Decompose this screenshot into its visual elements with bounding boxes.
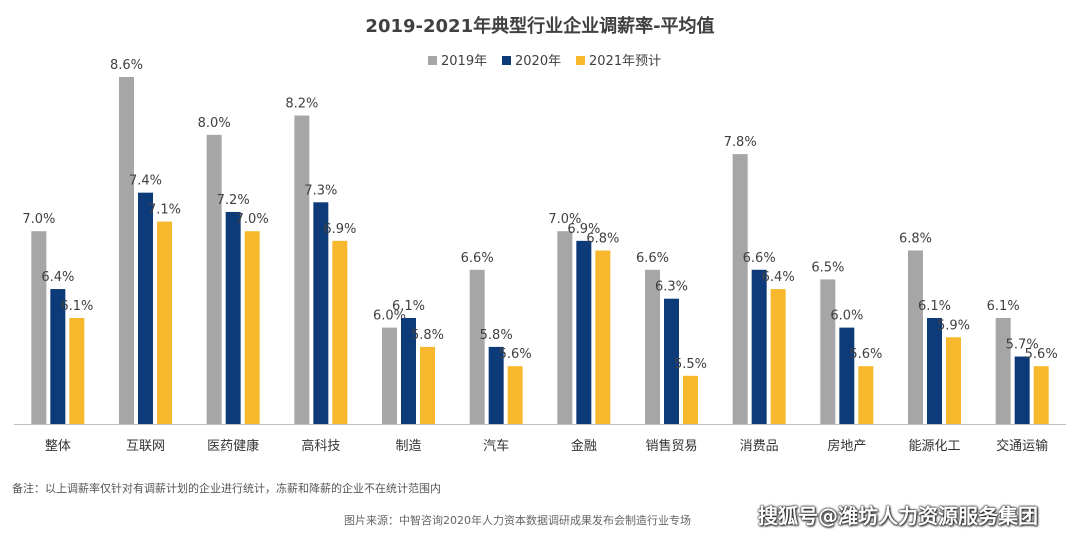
bar-5-2 (401, 317, 416, 424)
bar-8-2 (664, 298, 679, 424)
footnote: 备注：以上调薪率仅针对有调薪计划的企业进行统计，冻薪和降薪的企业不在统计范围内 (12, 482, 441, 495)
bar-11-2 (927, 317, 942, 424)
category-label-4: 高科技 (301, 438, 340, 454)
value-label-9-1: 7.8% (724, 135, 757, 150)
value-label-11-1: 6.8% (899, 232, 932, 247)
bar-8-3 (683, 375, 698, 424)
bar-10-1 (820, 279, 836, 424)
bar-6-2 (488, 346, 504, 424)
category-label-5: 制造 (395, 439, 421, 454)
bar-12-1 (995, 317, 1011, 424)
category-label-9: 消费品 (740, 439, 779, 454)
value-label-7-3: 6.8% (586, 232, 619, 247)
bar-4-1 (294, 115, 310, 425)
value-label-8-3: 5.5% (674, 357, 707, 372)
chart-title: 2019-2021年典型行业企业调薪率-平均值 (365, 15, 714, 37)
bar-10-2 (839, 327, 855, 424)
value-label-6-2: 5.8% (480, 328, 513, 343)
value-label-12-1: 6.1% (987, 299, 1020, 314)
bar-1-3 (69, 317, 85, 424)
category-label-10: 房地产 (827, 438, 866, 454)
bar-8-1 (645, 269, 660, 424)
legend-label-2: 2020年 (515, 54, 561, 69)
category-label-8: 销售贸易 (645, 438, 697, 454)
value-label-10-3: 5.6% (849, 347, 882, 362)
value-label-12-2: 5.7% (1006, 338, 1039, 353)
bar-4-3 (332, 240, 348, 424)
value-label-11-2: 6.1% (918, 299, 951, 314)
value-label-1-3: 6.1% (60, 299, 93, 314)
bar-3-1 (206, 134, 222, 425)
value-label-2-1: 8.6% (110, 58, 143, 73)
value-label-4-2: 7.3% (304, 183, 337, 198)
value-label-4-3: 6.9% (323, 222, 356, 237)
category-label-6: 汽车 (483, 438, 509, 454)
value-label-2-3: 7.1% (148, 203, 181, 218)
value-label-3-1: 8.0% (198, 116, 231, 131)
bar-11-1 (908, 250, 923, 424)
bar-7-2 (576, 240, 592, 424)
legend-swatch-2 (502, 56, 511, 65)
bar-10-3 (858, 366, 874, 424)
bar-4-2 (313, 202, 329, 424)
value-label-1-2: 6.4% (41, 270, 74, 285)
category-label-12: 交通运输 (996, 438, 1048, 454)
bar-9-2 (751, 269, 767, 424)
value-label-12-3: 5.6% (1025, 347, 1058, 362)
category-label-1: 整体 (45, 439, 71, 454)
bar-12-2 (1014, 356, 1030, 424)
source-caption: 图片来源：中智咨询2020年人力资本数据调研成果发布会制造行业专场 (344, 514, 691, 527)
bar-9-3 (770, 289, 786, 424)
value-label-2-2: 7.4% (129, 174, 162, 189)
value-label-11-3: 5.9% (937, 318, 970, 333)
value-label-8-2: 6.3% (655, 280, 688, 295)
bar-11-3 (946, 337, 961, 424)
category-label-3: 医药健康 (207, 438, 259, 454)
bar-2-1 (119, 77, 134, 424)
value-label-7-1: 7.0% (548, 212, 581, 227)
value-label-5-2: 6.1% (392, 299, 425, 314)
bar-2-3 (157, 221, 172, 424)
bar-12-3 (1033, 366, 1049, 424)
bar-5-3 (420, 346, 435, 424)
bar-5-1 (382, 327, 397, 424)
legend-label-1: 2019年 (441, 54, 487, 69)
bar-3-3 (244, 231, 260, 424)
category-label-2: 互联网 (126, 439, 165, 454)
bar-chart: 2019-2021年典型行业企业调薪率-平均值 2019年 2020年 2021年预计… (14, 15, 1066, 454)
bar-6-3 (507, 366, 523, 424)
category-label-11: 能源化工 (908, 439, 960, 454)
value-label-5-1: 6.0% (373, 309, 406, 324)
value-label-6-3: 5.6% (499, 347, 532, 362)
bar-6-1 (469, 269, 485, 424)
value-label-5-3: 5.8% (411, 328, 444, 343)
bar-9-1 (732, 154, 748, 424)
bar-7-3 (595, 250, 611, 424)
value-label-9-3: 6.4% (762, 270, 795, 285)
value-label-6-1: 6.6% (461, 251, 494, 266)
value-label-1-1: 7.0% (22, 212, 55, 227)
legend-swatch-3 (576, 56, 585, 65)
bar-7-1 (557, 231, 573, 424)
value-label-9-2: 6.6% (743, 251, 776, 266)
value-label-4-1: 8.2% (285, 97, 318, 112)
bar-1-2 (50, 289, 66, 424)
value-label-7-2: 6.9% (567, 222, 600, 237)
value-label-8-1: 6.6% (636, 251, 669, 266)
value-label-3-3: 7.0% (236, 212, 269, 227)
bar-2-2 (138, 192, 153, 424)
watermark: 搜狐号@潍坊人力资源服务集团 (758, 504, 1038, 528)
bar-1-1 (31, 231, 47, 424)
value-label-10-1: 6.5% (811, 260, 844, 275)
legend-swatch-1 (428, 56, 437, 65)
bar-3-2 (225, 211, 241, 424)
value-label-3-2: 7.2% (217, 193, 250, 208)
legend-label-3: 2021年预计 (589, 54, 661, 69)
category-label-7: 金融 (571, 438, 597, 454)
value-label-10-2: 6.0% (830, 309, 863, 324)
